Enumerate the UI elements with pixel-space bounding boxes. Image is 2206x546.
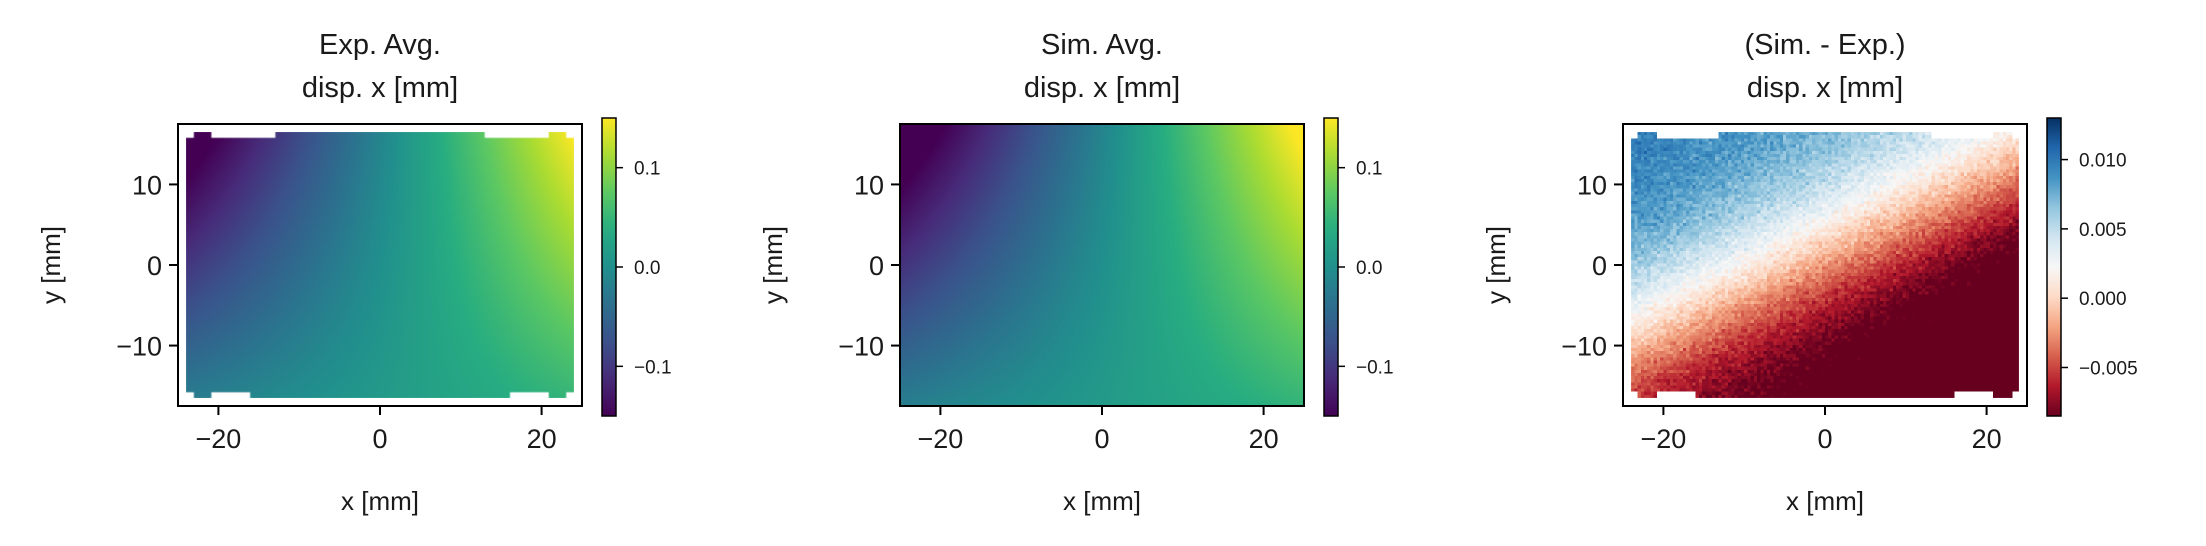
colorbar-tick-label: 0.010 (2079, 151, 2127, 172)
x-axis-label: x [mm] (1063, 486, 1141, 516)
x-tick-label: −20 (917, 424, 963, 454)
y-tick-label: −10 (116, 332, 162, 362)
y-tick-label: 10 (132, 170, 162, 200)
heatmap-image (1631, 132, 2019, 398)
x-axis-label: x [mm] (341, 486, 419, 516)
chart-panel-3: −20 0 20 −10 0 10 x [mm] y [mm] (Sim. - Exp.) dis… (1481, 29, 2138, 516)
y-axis-label: y [mm] (36, 226, 66, 304)
chart-title-line1: Exp. Avg. (319, 29, 441, 61)
chart-title-line2: disp. x [mm] (302, 72, 458, 104)
colorbar-tick-label: −0.1 (634, 357, 672, 378)
heatmap-image (186, 132, 574, 398)
x-tick-label: 20 (527, 424, 557, 454)
colorbar (2046, 117, 2062, 417)
x-tick-label: −20 (195, 424, 241, 454)
y-tick-label: 0 (869, 251, 884, 281)
y-tick-label: 10 (854, 170, 884, 200)
y-tick-label: −10 (1561, 332, 1607, 362)
x-tick-label: 0 (1817, 424, 1832, 454)
y-tick-label: 0 (147, 251, 162, 281)
colorbar (601, 117, 617, 417)
colorbar-tick-label: 0.1 (634, 159, 660, 180)
y-tick-label: 10 (1577, 170, 1607, 200)
colorbar-tick-label: 0.0 (1356, 258, 1382, 279)
chart-panel-2: −20 0 20 −10 0 10 x [mm] y [mm] Sim. Avg. disp. x… (758, 29, 1394, 516)
chart-title-line1: Sim. Avg. (1041, 29, 1163, 61)
colorbar-tick-label: 0.0 (634, 258, 660, 279)
y-tick-label: 0 (1592, 251, 1607, 281)
colorbar-tick-label: 0.000 (2079, 289, 2127, 310)
x-tick-label: 20 (1249, 424, 1279, 454)
x-axis-label: x [mm] (1786, 486, 1864, 516)
chart-title-line2: disp. x [mm] (1024, 72, 1180, 104)
y-tick-label: −10 (838, 332, 884, 362)
heatmap-image (900, 124, 1304, 406)
y-axis-label: y [mm] (1481, 226, 1511, 304)
colorbar-tick-label: 0.1 (1356, 159, 1382, 180)
x-tick-label: 0 (1094, 424, 1109, 454)
x-tick-label: 0 (372, 424, 387, 454)
chart-title-line1: (Sim. - Exp.) (1744, 29, 1905, 61)
y-axis-label: y [mm] (758, 226, 788, 304)
chart-panel-1: −20 0 20 −10 0 10 x [mm] y [mm] Exp. Avg. disp. x… (36, 29, 672, 516)
colorbar-tick-label: −0.1 (1356, 357, 1394, 378)
x-tick-label: −20 (1640, 424, 1686, 454)
chart-title-line2: disp. x [mm] (1747, 72, 1903, 104)
colorbar-tick-label: −0.005 (2079, 358, 2138, 379)
x-tick-label: 20 (1972, 424, 2002, 454)
colorbar-tick-label: 0.005 (2079, 220, 2127, 241)
colorbar (1323, 117, 1339, 417)
